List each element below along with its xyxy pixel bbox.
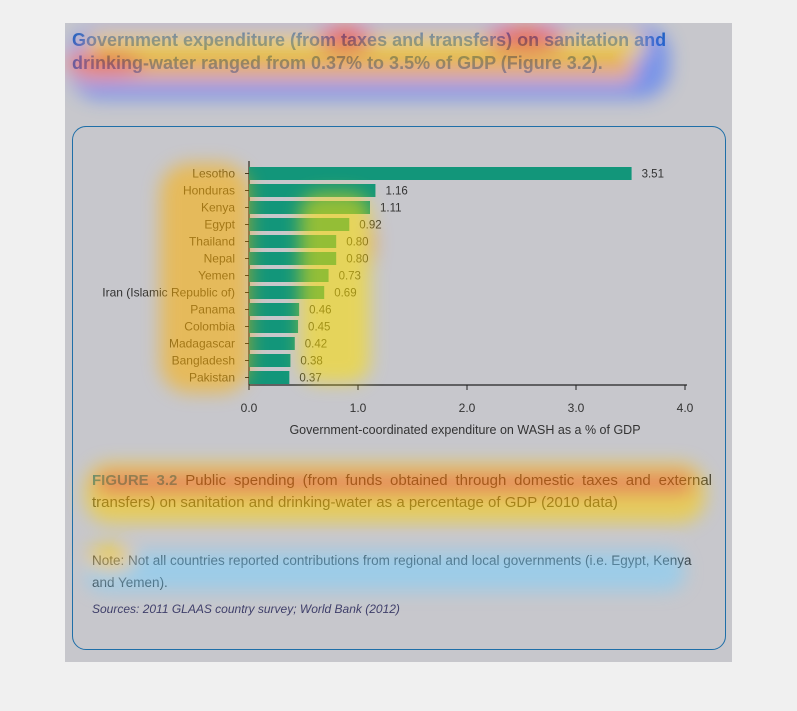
category-label: Thailand <box>189 235 235 249</box>
value-label: 0.38 <box>300 356 322 368</box>
category-label: Lesotho <box>192 167 235 181</box>
category-label: Madagascar <box>169 337 235 351</box>
value-label: 1.11 <box>380 203 402 215</box>
value-label: 0.46 <box>309 305 331 317</box>
value-label: 0.69 <box>334 288 356 300</box>
category-label: Nepal <box>204 252 235 266</box>
category-label: Egypt <box>204 218 235 232</box>
category-label: Panama <box>190 303 235 317</box>
figure-sources: Sources: 2011 GLAAS country survey; Worl… <box>92 602 400 616</box>
value-label: 0.92 <box>359 220 381 232</box>
figure-frame <box>72 126 726 650</box>
bar <box>249 286 325 299</box>
value-label: 0.45 <box>308 322 330 334</box>
category-label: Honduras <box>183 184 235 198</box>
value-label: 0.37 <box>299 373 321 385</box>
category-label: Bangladesh <box>172 354 235 368</box>
x-tick-label: 1.0 <box>350 401 367 415</box>
bar <box>249 269 329 282</box>
category-label: Colombia <box>184 320 235 334</box>
value-label: 0.73 <box>339 271 361 283</box>
value-label: 0.80 <box>346 254 368 266</box>
category-label: Pakistan <box>189 371 235 385</box>
value-label: 0.80 <box>346 237 368 249</box>
bar <box>249 303 300 316</box>
x-tick-label: 0.0 <box>241 401 258 415</box>
bar <box>249 167 632 180</box>
caption-text: Public spending (from funds obtained thr… <box>92 472 712 511</box>
x-axis-title: Government-coordinated expenditure on WA… <box>289 423 640 437</box>
x-tick-label: 2.0 <box>459 401 476 415</box>
x-tick-label: 3.0 <box>568 401 585 415</box>
value-label: 3.51 <box>642 169 664 181</box>
figure-panel: Government expenditure (from taxes and t… <box>65 23 732 662</box>
category-label: Kenya <box>201 201 235 215</box>
x-tick-label: 4.0 <box>677 401 694 415</box>
bar <box>249 354 291 367</box>
bar <box>249 201 370 214</box>
bar <box>249 235 337 248</box>
bar <box>249 184 376 197</box>
category-label: Iran (Islamic Republic of) <box>102 286 235 300</box>
value-label: 1.16 <box>385 186 407 198</box>
bar <box>249 337 295 350</box>
value-label: 0.42 <box>305 339 327 351</box>
bar <box>249 371 290 384</box>
bar <box>249 320 299 333</box>
figure-note: Note: Not all countries reported contrib… <box>92 553 692 590</box>
figure-caption: FIGURE 3.2 Public spending (from funds o… <box>92 470 712 514</box>
bar <box>249 218 350 231</box>
bar <box>249 252 337 265</box>
category-label: Yemen <box>198 269 235 283</box>
figure-label: FIGURE 3.2 <box>92 472 178 489</box>
